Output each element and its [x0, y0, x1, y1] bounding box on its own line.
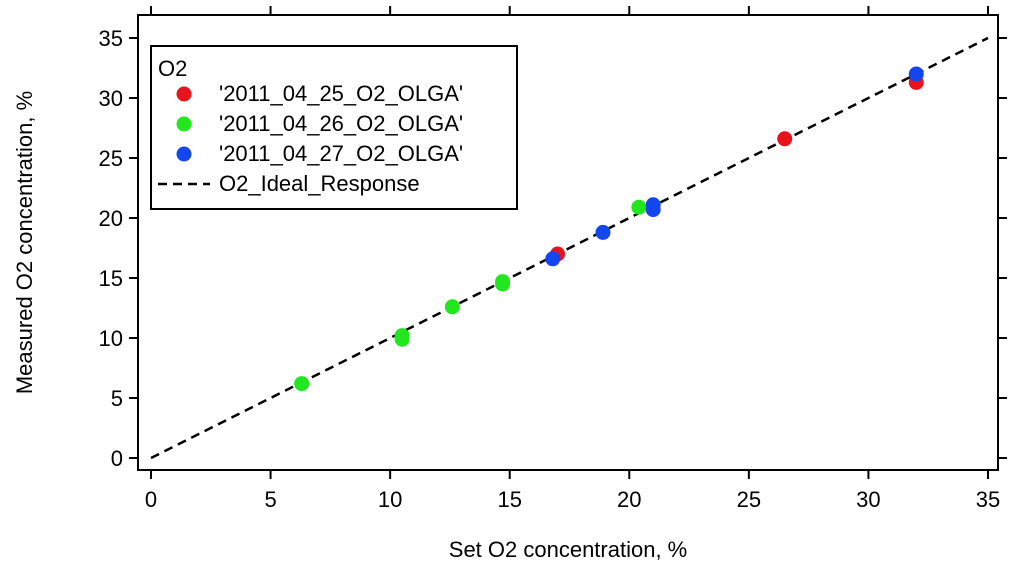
y-tick-label: 15 [99, 266, 123, 291]
legend-label: '2011_04_27_O2_OLGA' [219, 141, 463, 166]
data-point-series-1 [777, 131, 793, 147]
axis-ticks: 0 5 10 15 20 25 30 35 0 5 10 15 20 25 30 35 [99, 6, 1007, 512]
legend-marker [176, 146, 192, 162]
y-tick-label: 10 [99, 326, 123, 351]
x-tick-label: 35 [976, 487, 1000, 512]
legend-marker [176, 86, 192, 102]
data-points [294, 66, 924, 392]
legend-box [150, 45, 518, 210]
data-point-series-3 [595, 224, 611, 240]
data-point-series-2 [394, 331, 410, 347]
y-tick-label: 5 [111, 386, 123, 411]
y-tick-label: 20 [99, 206, 123, 231]
legend-entries: '2011_04_25_O2_OLGA' '2011_04_26_O2_OLGA'… [158, 81, 463, 196]
legend-marker [176, 116, 192, 132]
plot-frame [137, 14, 999, 471]
ideal-response-line [150, 36, 989, 460]
y-tick-label: 30 [99, 86, 123, 111]
y-axis-title: Measured O2 concentration, % [12, 91, 37, 394]
data-point-series-3 [908, 66, 924, 82]
y-tick-label: 25 [99, 146, 123, 171]
data-point-series-3 [645, 202, 661, 218]
data-point-series-2 [495, 276, 511, 292]
x-tick-label: 30 [856, 487, 880, 512]
x-tick-label: 0 [145, 487, 157, 512]
data-point-series-2 [444, 299, 460, 315]
data-point-series-2 [294, 376, 310, 392]
data-point-series-2 [631, 199, 647, 215]
legend-label: '2011_04_26_O2_OLGA' [219, 111, 463, 136]
x-tick-label: 5 [264, 487, 276, 512]
legend-title: O2 [158, 56, 187, 81]
legend-label: '2011_04_25_O2_OLGA' [219, 81, 463, 106]
data-point-series-3 [545, 251, 561, 267]
y-tick-label: 35 [99, 26, 123, 51]
y-tick-label: 0 [111, 446, 123, 471]
x-tick-label: 15 [497, 487, 521, 512]
x-tick-label: 10 [378, 487, 402, 512]
legend-label: O2_Ideal_Response [219, 171, 420, 196]
x-tick-label: 20 [617, 487, 641, 512]
x-tick-label: 25 [737, 487, 761, 512]
legend: O2 '2011_04_25_O2_OLGA' '2011_04_26_O2_OL… [150, 45, 518, 210]
x-axis-title: Set O2 concentration, % [449, 537, 687, 562]
